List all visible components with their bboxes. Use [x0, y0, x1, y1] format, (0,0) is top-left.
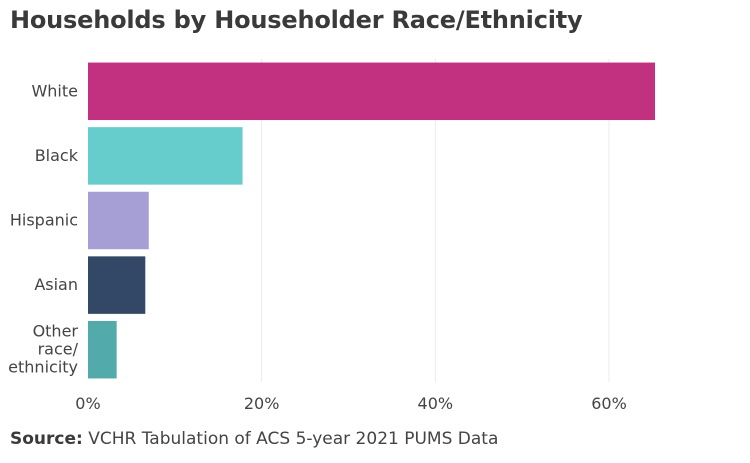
chart-title: Households by Householder Race/Ethnicity — [10, 6, 583, 34]
bar-2 — [88, 191, 149, 250]
category-label-3: Asian — [34, 275, 78, 294]
category-label-1: Black — [35, 145, 79, 164]
x-tick-label-1: 20% — [244, 394, 280, 413]
bar-0 — [88, 62, 656, 121]
x-tick-label-0: 0% — [75, 394, 100, 413]
bar-3 — [88, 256, 146, 314]
source-text: VCHR Tabulation of ACS 5-year 2021 PUMS … — [88, 429, 499, 449]
x-tick-label-3: 60% — [591, 394, 627, 413]
source-label: Source: — [10, 429, 83, 449]
category-label-4: Other race/ethnicity — [8, 321, 78, 376]
bar-1 — [88, 127, 243, 185]
bar-4 — [88, 320, 117, 379]
category-label-2: Hispanic — [10, 210, 78, 229]
category-label-0: White — [31, 81, 78, 100]
x-tick-label-2: 40% — [418, 394, 454, 413]
source-note: Source: VCHR Tabulation of ACS 5-year 20… — [10, 429, 498, 449]
